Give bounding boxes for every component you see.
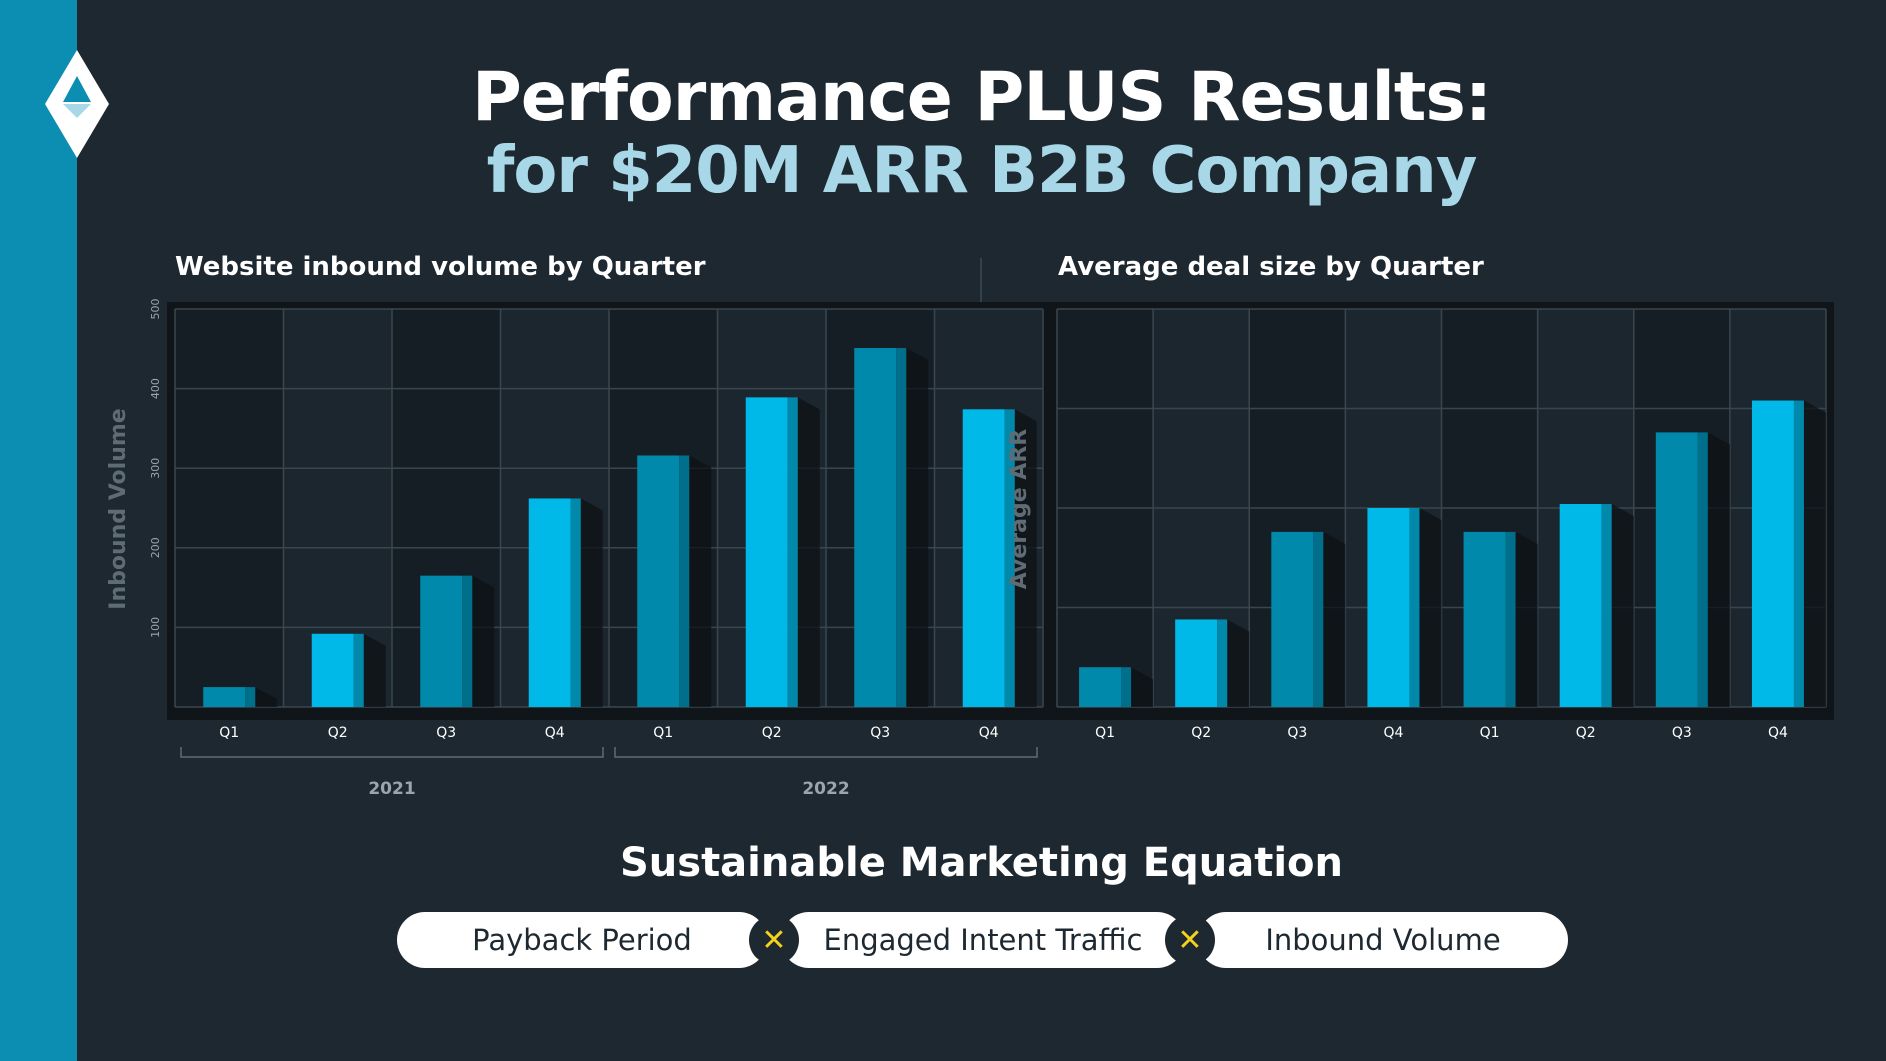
bar-side xyxy=(1004,409,1015,707)
page-title: Performance PLUS Results: xyxy=(471,58,1492,137)
bar-q3-6 xyxy=(854,348,897,707)
diamond-logo-icon xyxy=(45,50,109,158)
plot-band xyxy=(175,309,284,707)
bar-q3-2 xyxy=(420,575,463,707)
bar-side xyxy=(679,455,690,707)
bar-shadow xyxy=(1611,504,1634,707)
bar-side xyxy=(1505,531,1516,707)
x-tick-label: Q3 xyxy=(870,725,890,741)
multiply-icon: ✕ xyxy=(1165,915,1215,965)
group-label: 2022 xyxy=(802,779,849,799)
x-tick-label: Q1 xyxy=(1095,725,1115,741)
sidebar-band xyxy=(0,0,77,1061)
bar-q4-7 xyxy=(1751,400,1794,707)
bar-side xyxy=(353,633,364,707)
y-tick-label: 500 xyxy=(149,299,162,320)
bar-q4-7 xyxy=(962,409,1005,707)
bar-q2-5 xyxy=(745,397,788,707)
group-label: 2021 xyxy=(368,779,415,799)
x-tick-label: Q2 xyxy=(1191,725,1211,741)
bar-side xyxy=(462,575,473,707)
x-tick-label: Q2 xyxy=(762,725,782,741)
inbound-volume-chart: Q1 Q2 Q3 Q4 Q1 Q2 Q3 Q4 100 200 300 400 500 Inbound V… xyxy=(106,299,1052,799)
equation-title: Sustainable Marketing Equation xyxy=(619,840,1344,886)
deal-size-chart: Q1 Q2 Q3 Q4 Q1 Q2 Q3 Q4 Average ARR xyxy=(1007,302,1834,741)
bar-q4-3 xyxy=(528,498,571,707)
bar-side xyxy=(245,687,256,707)
chart-title-deal-size: Average deal size by Quarter xyxy=(1058,252,1484,282)
bar-q2-1 xyxy=(1175,619,1218,707)
y-axis-label: Inbound Volume xyxy=(106,408,131,609)
x-tick-label: Q2 xyxy=(328,725,348,741)
bar-shadow xyxy=(1419,508,1442,707)
bar-side xyxy=(1313,531,1324,707)
bar-q1-0 xyxy=(203,687,246,707)
bar-shadow xyxy=(1014,409,1037,707)
x-tick-label: Q3 xyxy=(1287,725,1307,741)
bar-q1-4 xyxy=(1463,531,1506,707)
y-tick-label: 100 xyxy=(149,617,162,638)
group-bracket xyxy=(614,747,1038,758)
x-tick-label: Q1 xyxy=(219,725,239,741)
bar-side xyxy=(1793,400,1804,707)
x-tick-label: Q1 xyxy=(1480,725,1500,741)
equation-term-inbound-volume: Inbound Volume xyxy=(1198,912,1568,968)
bar-side xyxy=(787,397,798,707)
y-axis-label: Average ARR xyxy=(1007,429,1032,589)
bar-q2-5 xyxy=(1559,504,1602,707)
bar-q4-3 xyxy=(1367,508,1410,707)
y-tick-label: 200 xyxy=(149,537,162,558)
x-tick-label: Q1 xyxy=(653,725,673,741)
x-tick-label: Q4 xyxy=(979,725,999,741)
bar-q2-1 xyxy=(311,633,354,707)
bar-side xyxy=(1601,504,1612,707)
multiply-icon: ✕ xyxy=(749,915,799,965)
bar-shadow xyxy=(1131,667,1154,707)
equation-term-payback: Payback Period xyxy=(397,912,767,968)
bar-q3-2 xyxy=(1271,531,1314,707)
bar-q3-6 xyxy=(1655,432,1698,707)
chart-title-inbound: Website inbound volume by Quarter xyxy=(175,252,706,282)
bar-shadow xyxy=(797,397,820,707)
bar-shadow xyxy=(689,455,712,707)
bar-shadow xyxy=(1323,531,1346,707)
x-tick-label: Q4 xyxy=(1768,725,1788,741)
bar-side xyxy=(1697,432,1708,707)
x-tick-label: Q3 xyxy=(1672,725,1692,741)
group-bracket xyxy=(180,747,604,758)
bar-shadow xyxy=(1515,531,1538,707)
x-tick-label: Q2 xyxy=(1576,725,1596,741)
bar-side xyxy=(1409,508,1420,707)
bar-side xyxy=(1121,667,1132,707)
bar-q1-0 xyxy=(1079,667,1122,707)
bar-side xyxy=(1217,619,1228,707)
page-subtitle: for $20M ARR B2B Company xyxy=(486,134,1478,208)
bar-side xyxy=(570,498,581,707)
bar-shadow xyxy=(472,575,495,707)
bar-shadow xyxy=(580,498,603,707)
bar-shadow xyxy=(906,348,929,707)
equation-term-engaged-traffic: Engaged Intent Traffic xyxy=(781,912,1185,968)
x-tick-label: Q4 xyxy=(545,725,565,741)
x-tick-label: Q4 xyxy=(1383,725,1403,741)
bar-shadow xyxy=(255,687,278,707)
bar-shadow xyxy=(1707,432,1730,707)
x-tick-label: Q3 xyxy=(436,725,456,741)
y-tick-label: 400 xyxy=(149,378,162,399)
bar-shadow xyxy=(363,633,386,707)
bar-side xyxy=(896,348,907,707)
bar-q1-4 xyxy=(637,455,680,707)
y-tick-label: 300 xyxy=(149,458,162,479)
bar-shadow xyxy=(1803,400,1826,707)
bar-shadow xyxy=(1227,619,1250,707)
